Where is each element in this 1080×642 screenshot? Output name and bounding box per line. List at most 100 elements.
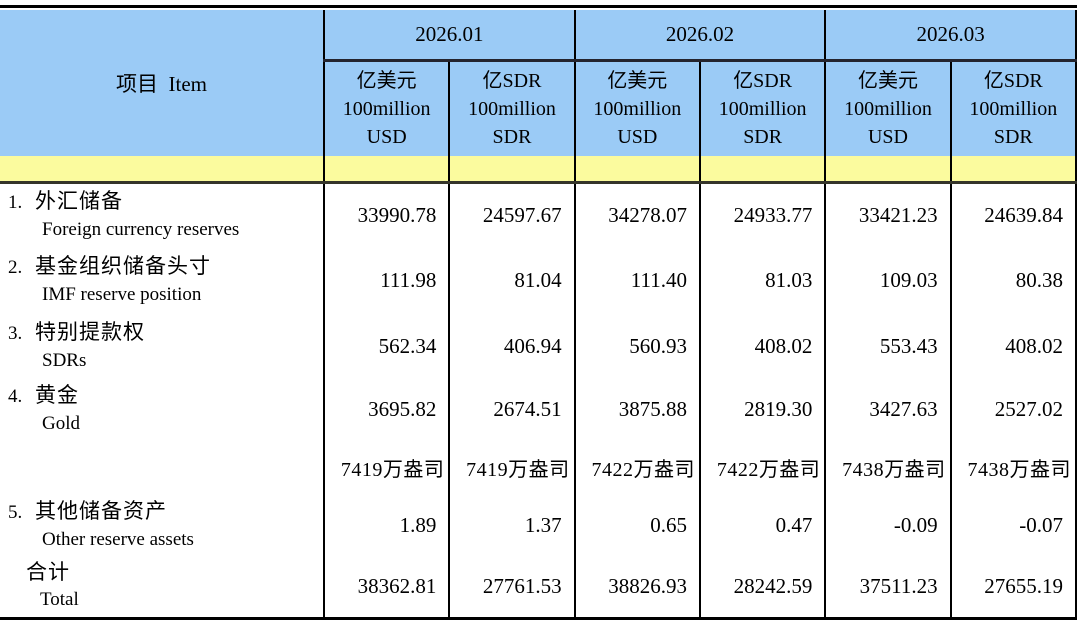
- value-cell: 80.38: [949, 247, 1076, 313]
- table-row-gold: 4. 黄金 Gold 3695.82 2674.51 3875.88 2819.3…: [0, 380, 1076, 439]
- value-cell: 27655.19: [949, 555, 1076, 617]
- table-row-other-reserve-assets: 5. 其他储备资产 Other reserve assets 1.89 1.37 …: [0, 495, 1076, 555]
- row-number: 2.: [8, 256, 23, 278]
- value-cell: 7422万盎司: [573, 439, 700, 495]
- value-cell: 553.43: [824, 313, 951, 380]
- value-cell: 3427.63: [824, 380, 951, 439]
- item-header-cell: 项目 Item: [0, 10, 324, 156]
- row-label-cn: 外汇储备: [35, 188, 123, 213]
- unit-code: USD: [617, 125, 658, 148]
- value-cell: 24597.67: [448, 182, 575, 247]
- band-cell: [0, 156, 324, 184]
- row-label-en: Foreign currency reserves: [42, 218, 240, 240]
- value-cell: 2674.51: [448, 380, 575, 439]
- band-cell: [448, 156, 575, 184]
- unit-qty: 100million: [844, 97, 932, 120]
- unit-code: USD: [867, 125, 908, 148]
- row-number: 4.: [8, 386, 23, 407]
- band-cell: [698, 156, 826, 184]
- value-cell: 560.93: [573, 313, 700, 380]
- header-units-row: 亿美元 100million USD 亿SDR 100million SDR 亿…: [0, 60, 1076, 156]
- unit-cn: 亿美元: [356, 69, 417, 92]
- header-months-row: 项目 Item 2026.01 2026.02 2026.03: [0, 10, 1076, 156]
- unit-qty: 100million: [718, 97, 807, 120]
- unit-header-sdr-1: 亿SDR 100million SDR: [448, 60, 575, 156]
- unit-code: SDR: [993, 125, 1033, 148]
- value-cell: 38826.93: [573, 555, 700, 617]
- value-cell: 408.02: [949, 313, 1076, 380]
- value-cell: 24639.84: [949, 182, 1076, 247]
- unit-cn: 亿SDR: [983, 69, 1043, 92]
- row-label-cn: 基金组织储备头寸: [35, 253, 211, 278]
- row-label-cn: 其他储备资产: [35, 498, 167, 523]
- month-header-3: 2026.03: [824, 10, 1076, 62]
- unit-header-usd-3: 亿美元 100million USD: [824, 60, 951, 156]
- unit-code: SDR: [492, 125, 532, 148]
- value-cell: -0.09: [824, 495, 951, 555]
- table-row-foreign-currency-reserves: 1. 外汇储备 Foreign currency reserves 33990.7…: [0, 182, 1076, 247]
- row-number: 1.: [8, 191, 23, 213]
- table-row-gold-ounces: 7419万盎司 7419万盎司 7422万盎司 7422万盎司 7438万盎司 …: [0, 439, 1076, 495]
- band-cell: [322, 156, 450, 184]
- value-cell: 7438万盎司: [949, 439, 1076, 495]
- row-label-cell: 1. 外汇储备 Foreign currency reserves: [0, 182, 325, 247]
- value-cell: 7438万盎司: [824, 439, 951, 495]
- value-cell: 81.03: [698, 247, 826, 313]
- row-label-cell: 2. 基金组织储备头寸 IMF reserve position: [0, 247, 325, 313]
- month-header-1: 2026.01: [323, 10, 575, 62]
- unit-code: USD: [366, 125, 407, 148]
- unit-qty: 100million: [969, 97, 1058, 120]
- value-cell: 2819.30: [698, 380, 826, 439]
- unit-header-usd-1: 亿美元 100million USD: [322, 60, 450, 156]
- separator-band-row: [0, 156, 1076, 184]
- value-cell: 34278.07: [573, 182, 700, 247]
- value-cell: 37511.23: [824, 555, 951, 617]
- value-cell: 33990.78: [357, 202, 437, 227]
- unit-cn: 亿美元: [857, 69, 918, 92]
- value-cell: 2527.02: [949, 380, 1076, 439]
- value-cell: 24933.77: [698, 182, 826, 247]
- value-cell: 3875.88: [573, 380, 700, 439]
- row-label-cell: 合计 Total: [0, 555, 325, 617]
- band-cell: [573, 156, 700, 184]
- value-cell: 0.47: [698, 495, 826, 555]
- unit-header-sdr-3: 亿SDR 100million SDR: [949, 60, 1076, 156]
- unit-qty: 100million: [342, 97, 431, 120]
- value-cell: 1.37: [448, 495, 575, 555]
- value-cell: 27761.53: [448, 555, 575, 617]
- value-cell: 7419万盎司: [448, 439, 575, 495]
- unit-cn: 亿美元: [607, 69, 668, 92]
- official-reserve-assets-table: 项目 Item 2026.01 2026.02 2026.03 亿美元 100m…: [0, 5, 1077, 620]
- row-label-cell: 5. 其他储备资产 Other reserve assets: [0, 495, 325, 555]
- value-cell: 562.34: [378, 334, 437, 358]
- value-cell: 38362.81: [357, 573, 437, 598]
- row-label-en: SDRs: [42, 350, 87, 371]
- row-label-cn: 黄金: [35, 383, 79, 407]
- value-cell: 111.40: [573, 247, 700, 313]
- row-label-cell-empty: [0, 439, 325, 495]
- unit-code: SDR: [743, 125, 783, 148]
- row-label-en: IMF reserve position: [42, 283, 202, 305]
- row-label-cn: 特别提款权: [35, 320, 145, 344]
- unit-qty: 100million: [593, 97, 682, 120]
- unit-cn: 亿SDR: [733, 69, 793, 92]
- unit-header-sdr-2: 亿SDR 100million SDR: [698, 60, 826, 156]
- unit-cn: 亿SDR: [482, 69, 542, 92]
- value-cell: 109.03: [824, 247, 951, 313]
- value-cell: 33421.23: [824, 182, 951, 247]
- value-cell: 7422万盎司: [698, 439, 826, 495]
- value-cell: 111.98: [380, 267, 437, 292]
- value-cell: 0.65: [573, 495, 700, 555]
- row-number: 3.: [8, 323, 23, 344]
- unit-header-usd-2: 亿美元 100million USD: [573, 60, 700, 156]
- table-row-total: 合计 Total 38362.81 27761.53 38826.93 2824…: [0, 555, 1076, 617]
- table-row-imf-reserve-position: 2. 基金组织储备头寸 IMF reserve position 111.98 8…: [0, 247, 1076, 313]
- row-label-en: Total: [40, 589, 79, 610]
- row-label-en: Gold: [42, 413, 80, 434]
- table-row-sdrs: 3. 特别提款权 SDRs 562.34 406.94 560.93 408.02…: [0, 313, 1076, 380]
- row-label-en: Other reserve assets: [42, 528, 194, 550]
- row-label-cn: 合计: [26, 560, 70, 584]
- value-cell: 28242.59: [698, 555, 826, 617]
- unit-qty: 100million: [468, 97, 556, 120]
- band-cell: [824, 156, 951, 184]
